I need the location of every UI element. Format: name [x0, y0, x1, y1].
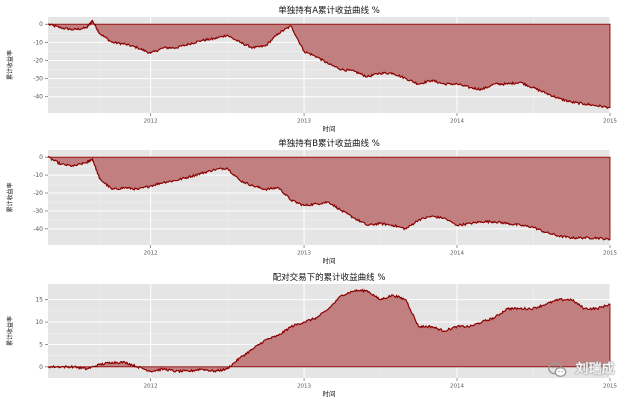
y-tick-label: 5: [39, 341, 43, 348]
chart-panel-1: 单独持有A累计收益曲线 % 2012 2013 2014 2015 0 -10 -20 -30 -…: [6, 5, 617, 133]
x-tick-label: 2013: [297, 119, 311, 125]
x-tick-label: 2014: [450, 119, 464, 125]
x-tick-label: 2015: [603, 251, 617, 257]
series-line: [47, 155, 611, 241]
y-tick-label: -40: [33, 94, 43, 101]
y-tick-label: -30: [33, 208, 43, 215]
x-tick-label: 2013: [297, 384, 311, 390]
y-axis-title: 累计收益率: [6, 50, 14, 80]
y-tick-label: 0: [39, 21, 43, 28]
series-line: [47, 288, 610, 374]
x-axis-title: 时间: [323, 256, 336, 265]
y-tick-label: 15: [35, 297, 43, 304]
y-tick-label: -20: [33, 57, 43, 64]
wechat-icon: [548, 362, 567, 378]
y-tick-label: 10: [35, 319, 43, 326]
x-tick-label: 2015: [603, 119, 617, 125]
x-axis-title: 时间: [323, 389, 336, 398]
y-tick-label: -10: [33, 39, 43, 46]
x-tick-label: 2013: [297, 251, 311, 257]
x-tick-label: 2012: [144, 251, 158, 257]
y-axis-title: 累计收益率: [6, 182, 14, 212]
watermark-text: 刘瑞成: [575, 362, 615, 377]
watermark: 刘瑞成: [548, 358, 636, 382]
chart-panel-3: 配对交易下的累计收益曲线 % 2012 2013 2014 2015 0 5 10 15 时间 累计…: [6, 272, 617, 398]
chart-panel-2: 单独持有B累计收益曲线 % 2012 2013 2014 2015 0 -10 -20 -30 -…: [6, 138, 617, 265]
y-tick-label: 0: [39, 364, 43, 371]
y-tick-label: -20: [33, 190, 43, 197]
chart-title: 配对交易下的累计收益曲线 %: [273, 272, 386, 283]
chart-title: 单独持有A累计收益曲线 %: [278, 5, 380, 16]
y-axis-title: 累计收益率: [6, 316, 14, 346]
series-line: [47, 19, 611, 110]
y-tick-label: -30: [33, 76, 43, 83]
x-tick-label: 2012: [144, 119, 158, 125]
y-tick-label: 0: [39, 154, 43, 161]
x-axis-title: 时间: [323, 124, 336, 133]
chart-title: 单独持有B累计收益曲线 %: [278, 138, 380, 149]
y-tick-label: -10: [33, 172, 43, 179]
x-tick-label: 2015: [603, 384, 617, 390]
y-tick-label: -40: [33, 226, 43, 233]
x-tick-label: 2014: [450, 251, 464, 257]
x-tick-label: 2012: [144, 384, 158, 390]
x-tick-label: 2014: [450, 384, 464, 390]
